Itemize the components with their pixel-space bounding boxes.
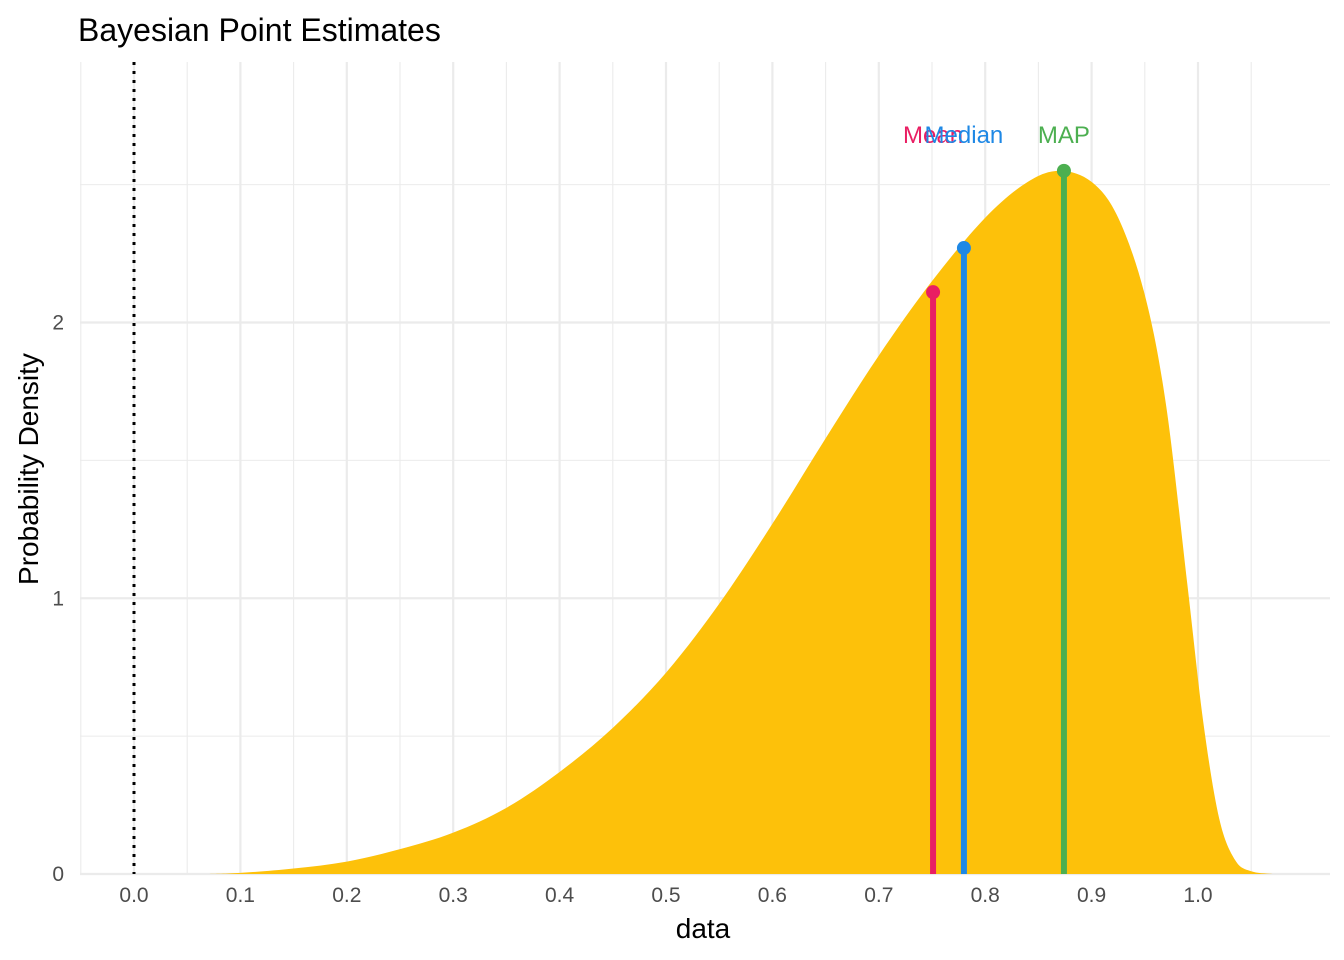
x-tick-label: 0.7 <box>864 884 893 907</box>
x-tick-label: 0.4 <box>545 884 575 907</box>
x-tick-label: 0.8 <box>971 884 1000 907</box>
y-tick-label: 0 <box>52 863 64 886</box>
density-area <box>208 170 1273 874</box>
mean-point <box>926 285 941 300</box>
x-tick-label: 0.9 <box>1077 884 1106 907</box>
median-label: Median <box>925 122 1004 149</box>
y-axis-title: Probability Density <box>13 353 44 585</box>
map-label: MAP <box>1038 122 1090 149</box>
x-tick-label: 0.0 <box>119 884 148 907</box>
x-axis-title: data <box>676 913 731 944</box>
map-point <box>1056 163 1071 178</box>
x-tick-label: 0.1 <box>226 884 255 907</box>
y-tick-label: 1 <box>52 587 64 610</box>
x-tick-label: 0.5 <box>651 884 680 907</box>
chart-title: Bayesian Point Estimates <box>78 12 441 48</box>
y-tick-label: 2 <box>52 312 64 335</box>
x-tick-label: 0.3 <box>439 884 468 907</box>
median-point <box>956 241 971 256</box>
x-tick-label: 0.6 <box>758 884 787 907</box>
x-tick-label: 1.0 <box>1183 884 1212 907</box>
density-fill <box>208 170 1273 874</box>
mean-label: Mean <box>903 122 963 149</box>
x-tick-label: 0.2 <box>332 884 361 907</box>
tick-labels: 0.0 0.1 0.2 0.3 0.4 0.5 0.6 0.7 0.8 0.9 1.0 0 1 2 <box>52 312 1212 908</box>
